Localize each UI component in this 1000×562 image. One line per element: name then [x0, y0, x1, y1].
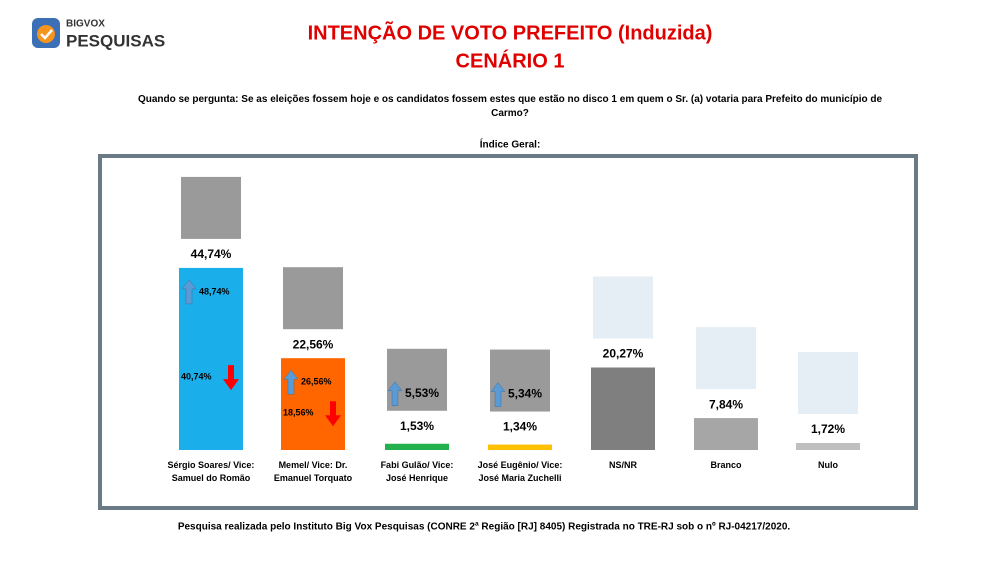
chart-title: INTENÇÃO DE VOTO PREFEITO (Induzida)	[308, 21, 713, 44]
logo-bottom: PESQUISAS	[66, 31, 165, 50]
lower-label: 18,56%	[283, 408, 314, 418]
logo-badge	[37, 25, 55, 43]
upper-label: 5,34%	[508, 387, 542, 401]
value-label: 1,53%	[400, 419, 434, 433]
bar	[385, 443, 449, 450]
value-label: 22,56%	[293, 337, 334, 351]
lower-label: 40,74%	[181, 372, 212, 382]
bar	[694, 418, 758, 450]
x-tick-label: Branco	[710, 460, 742, 470]
footer: Pesquisa realizada pelo Instituto Big Vo…	[178, 522, 791, 533]
up-arrow	[181, 279, 197, 305]
bar	[488, 444, 552, 450]
down-arrow	[223, 365, 239, 391]
x-tick-label: Fabi Gulão/ Vice: José Henrique	[380, 460, 454, 483]
photo	[798, 351, 858, 414]
value-label: 20,27%	[603, 347, 644, 361]
photo	[283, 267, 343, 330]
upper-label: 5,53%	[405, 386, 439, 400]
x-tick-label: Sérgio Soares/ Vice: Samuel do Romão	[167, 460, 255, 483]
photo	[181, 176, 241, 239]
value-label: 1,72%	[811, 422, 845, 436]
question: Quando se pergunta: Se as eleições fosse…	[137, 94, 883, 119]
up-arrow	[490, 382, 506, 407]
photo	[696, 327, 756, 390]
x-tick-label: Memel/ Vice: Dr. Emanuel Torquato	[273, 460, 353, 483]
upper-label: 26,56%	[301, 377, 332, 387]
up-arrow	[283, 369, 299, 395]
down-arrow	[325, 401, 341, 427]
logo-check	[40, 29, 53, 40]
bar	[796, 442, 860, 450]
upper-label: 48,74%	[199, 286, 230, 296]
chart-subtitle: CENÁRIO 1	[456, 49, 565, 72]
value-label: 7,84%	[709, 397, 743, 411]
index-label: Índice Geral:	[480, 138, 541, 151]
up-arrow	[387, 381, 403, 407]
value-label: 1,34%	[503, 420, 537, 434]
logo-top: BIGVOX	[66, 19, 105, 30]
x-tick-label: José Eugênio/ Vice: José Maria Zuchelli	[477, 460, 563, 483]
bar	[591, 367, 655, 450]
photo	[593, 276, 653, 339]
x-tick-label: NS/NR	[608, 460, 637, 470]
x-tick-label: Nulo	[818, 460, 838, 470]
value-label: 44,74%	[191, 247, 232, 261]
